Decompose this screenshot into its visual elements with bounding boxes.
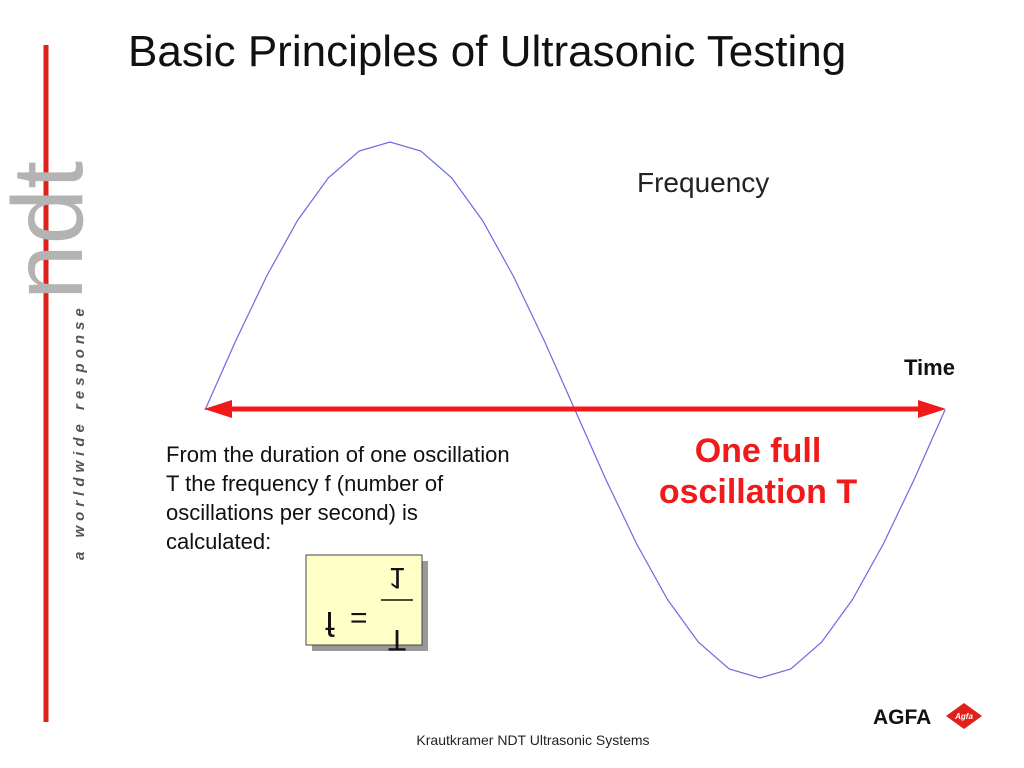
oscillation-label: One full <box>695 432 822 470</box>
formula-lhs: f <box>325 604 335 642</box>
formula-equals: = <box>350 601 368 634</box>
formula: f = T 1 <box>325 561 413 656</box>
footer-text: Krautkramer NDT Ultrasonic Systems <box>416 732 649 748</box>
time-label: Time <box>904 355 955 380</box>
brand-badge <box>946 703 982 729</box>
brand-badge-text: Agfa <box>954 712 973 721</box>
arrow-head-right <box>918 400 946 418</box>
formula-numerator: 1 <box>389 561 406 594</box>
slide-title: Basic Principles of Ultrasonic Testing <box>128 27 846 76</box>
formula-denominator: T <box>388 623 406 656</box>
frequency-label: Frequency <box>637 167 769 198</box>
oscillation-label: oscillation T <box>659 473 858 511</box>
paragraph-line: calculated: <box>166 529 271 554</box>
sidebar-logo: ndt <box>0 161 104 300</box>
arrow-head-left <box>204 400 232 418</box>
paragraph-line: T the frequency f (number of <box>166 471 444 496</box>
footer-brand: AGFA <box>873 706 931 729</box>
sidebar-tagline: a worldwide response <box>71 303 88 560</box>
paragraph-line: oscillations per second) is <box>166 500 418 525</box>
paragraph-line: From the duration of one oscillation <box>166 442 510 467</box>
